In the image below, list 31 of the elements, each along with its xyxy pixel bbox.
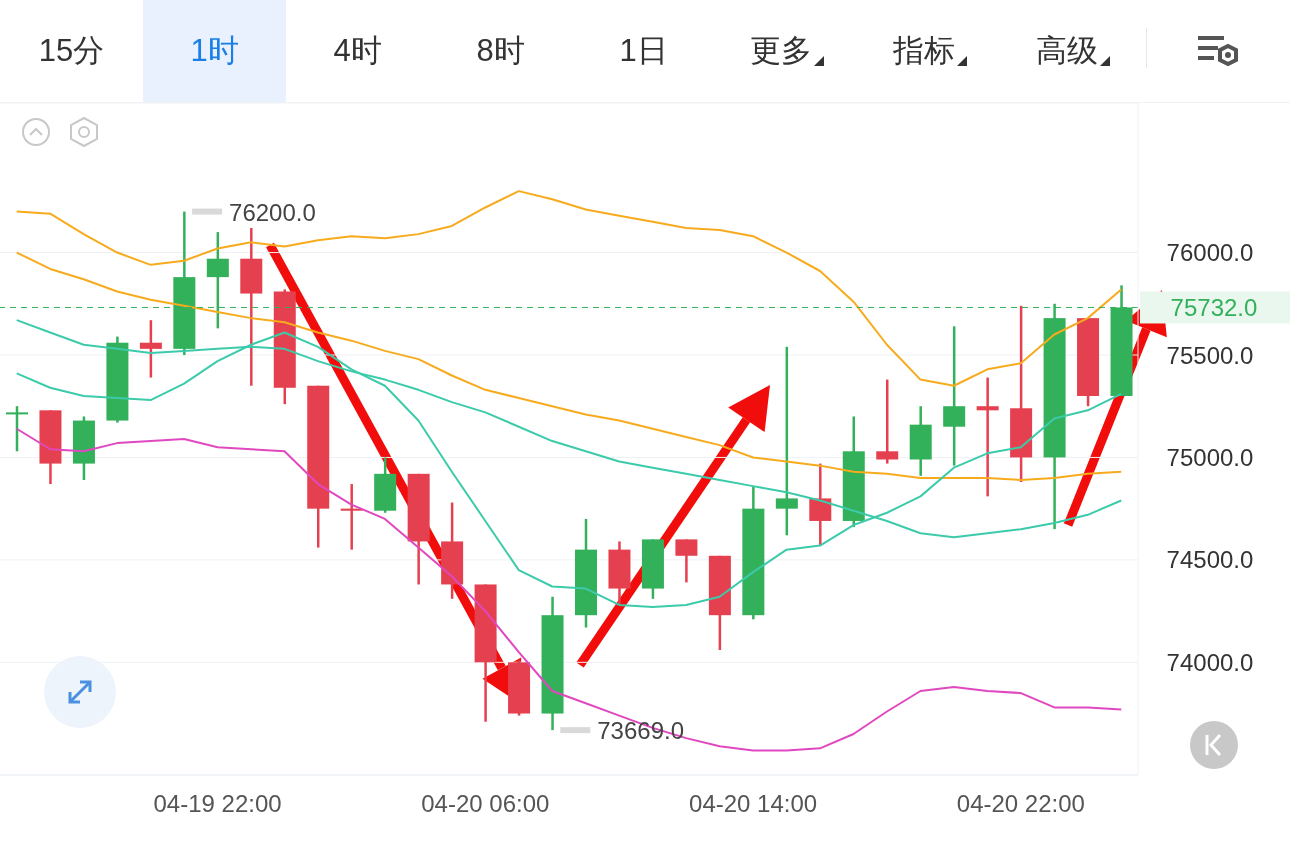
annotation: 76200.0 (229, 198, 316, 226)
x-tick-label: 04-19 22:00 (153, 790, 282, 818)
candlestick (943, 325, 966, 467)
candlestick (340, 482, 363, 551)
candlestick (675, 538, 698, 584)
candlestick (6, 404, 28, 453)
text: 1时 (190, 32, 239, 70)
x-tick-label: 04-20 06:00 (421, 790, 550, 818)
candlestick (775, 345, 798, 537)
line-series (15, 427, 1123, 752)
text: 15分 (38, 32, 105, 70)
y-tick-label: 74500.0 (1166, 546, 1254, 574)
candlestick (876, 378, 899, 465)
text: 8时 (476, 32, 525, 70)
candlestick (139, 318, 162, 379)
text: 指标 (892, 32, 955, 70)
y-tick-label: 76000.0 (1166, 239, 1254, 267)
x-tick-label: 04-20 22:00 (956, 790, 1085, 818)
candlestick (976, 376, 999, 498)
y-tick-label: 74000.0 (1166, 648, 1254, 676)
line-series (15, 251, 1123, 481)
text: 1日 (619, 32, 668, 70)
ref-line-label: 75732.0 (1170, 294, 1258, 322)
text: 高级 (1035, 32, 1098, 70)
line-series (15, 190, 1123, 387)
x-tick-label: 04-20 14:00 (689, 790, 818, 818)
candlestick (809, 462, 832, 547)
text: 4时 (333, 32, 382, 70)
text: 更多 (749, 32, 812, 70)
y-tick-label: 75500.0 (1166, 341, 1254, 369)
y-tick-label: 75000.0 (1166, 443, 1254, 471)
